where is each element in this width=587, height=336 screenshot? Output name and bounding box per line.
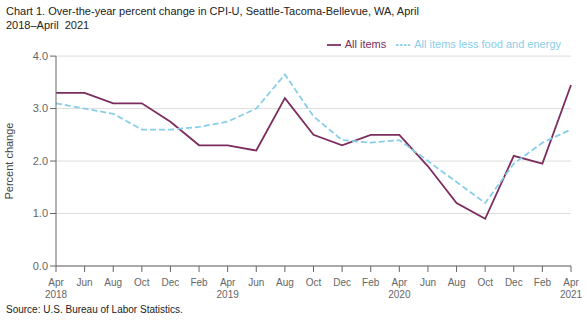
svg-text:Jun: Jun xyxy=(77,277,93,288)
svg-text:Oct: Oct xyxy=(306,277,322,288)
svg-text:Apr2020: Apr2020 xyxy=(388,277,411,300)
svg-text:3.0: 3.0 xyxy=(33,102,48,114)
svg-text:Feb: Feb xyxy=(362,277,380,288)
svg-text:Oct: Oct xyxy=(134,277,150,288)
svg-text:Feb: Feb xyxy=(534,277,552,288)
html-text:2018–April 2021: 2018–April 2021 xyxy=(6,19,90,31)
svg-text:Oct: Oct xyxy=(477,277,493,288)
svg-text:Aug: Aug xyxy=(448,277,466,288)
svg-text:0.0: 0.0 xyxy=(33,260,48,272)
svg-text:Percent change: Percent change xyxy=(8,123,15,200)
svg-text:Apr2021: Apr2021 xyxy=(560,277,579,300)
svg-text:Apr2018: Apr2018 xyxy=(45,277,68,300)
svg-text:Jun: Jun xyxy=(248,277,264,288)
html-text:Source: U.S. Bureau of Labor S: Source: U.S. Bureau of Labor Statistics. xyxy=(6,304,183,315)
svg-text:Aug: Aug xyxy=(276,277,294,288)
svg-text:1.0: 1.0 xyxy=(33,207,48,219)
svg-text:Apr2019: Apr2019 xyxy=(217,277,240,300)
html-text:All items less food and energy: All items less food and energy xyxy=(414,38,561,50)
svg-text:4.0: 4.0 xyxy=(33,50,48,62)
svg-text:2.0: 2.0 xyxy=(33,155,48,167)
html-text:Chart 1. Over-the-year percent: Chart 1. Over-the-year percent change in… xyxy=(6,5,419,17)
svg-text:Jun: Jun xyxy=(420,277,436,288)
svg-text:Feb: Feb xyxy=(190,277,208,288)
html-text:All items: All items xyxy=(344,38,387,50)
svg-text:Aug: Aug xyxy=(104,277,122,288)
svg-text:Dec: Dec xyxy=(505,277,523,288)
svg-text:Dec: Dec xyxy=(333,277,351,288)
svg-text:Dec: Dec xyxy=(162,277,180,288)
